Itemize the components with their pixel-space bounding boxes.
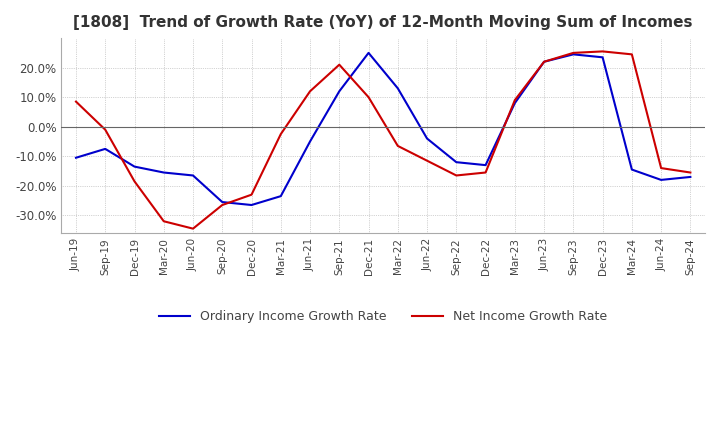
Ordinary Income Growth Rate (218, 199, 227, 205)
Net Income Growth Rate (569, 50, 577, 55)
Ordinary Income Growth Rate (423, 136, 431, 141)
Net Income Growth Rate (130, 179, 139, 184)
Ordinary Income Growth Rate (686, 174, 695, 180)
Ordinary Income Growth Rate (159, 170, 168, 175)
Legend: Ordinary Income Growth Rate, Net Income Growth Rate: Ordinary Income Growth Rate, Net Income … (154, 305, 612, 328)
Ordinary Income Growth Rate (481, 162, 490, 168)
Ordinary Income Growth Rate (452, 160, 461, 165)
Ordinary Income Growth Rate (394, 86, 402, 91)
Line: Net Income Growth Rate: Net Income Growth Rate (76, 51, 690, 229)
Net Income Growth Rate (159, 219, 168, 224)
Ordinary Income Growth Rate (101, 146, 109, 151)
Net Income Growth Rate (335, 62, 343, 67)
Ordinary Income Growth Rate (628, 167, 636, 172)
Ordinary Income Growth Rate (510, 100, 519, 106)
Title: [1808]  Trend of Growth Rate (YoY) of 12-Month Moving Sum of Incomes: [1808] Trend of Growth Rate (YoY) of 12-… (73, 15, 693, 30)
Ordinary Income Growth Rate (72, 155, 81, 161)
Net Income Growth Rate (540, 59, 549, 64)
Ordinary Income Growth Rate (130, 164, 139, 169)
Net Income Growth Rate (394, 143, 402, 149)
Ordinary Income Growth Rate (189, 173, 197, 178)
Net Income Growth Rate (101, 127, 109, 132)
Net Income Growth Rate (423, 158, 431, 163)
Net Income Growth Rate (247, 192, 256, 197)
Ordinary Income Growth Rate (335, 88, 343, 94)
Ordinary Income Growth Rate (569, 52, 577, 57)
Net Income Growth Rate (686, 170, 695, 175)
Net Income Growth Rate (598, 49, 607, 54)
Net Income Growth Rate (306, 88, 315, 94)
Net Income Growth Rate (276, 132, 285, 137)
Line: Ordinary Income Growth Rate: Ordinary Income Growth Rate (76, 53, 690, 205)
Net Income Growth Rate (72, 99, 81, 104)
Ordinary Income Growth Rate (657, 177, 665, 183)
Ordinary Income Growth Rate (364, 50, 373, 55)
Ordinary Income Growth Rate (540, 59, 549, 64)
Ordinary Income Growth Rate (276, 194, 285, 199)
Net Income Growth Rate (364, 95, 373, 100)
Ordinary Income Growth Rate (247, 202, 256, 208)
Net Income Growth Rate (481, 170, 490, 175)
Net Income Growth Rate (657, 165, 665, 171)
Ordinary Income Growth Rate (598, 55, 607, 60)
Ordinary Income Growth Rate (306, 139, 315, 144)
Net Income Growth Rate (452, 173, 461, 178)
Net Income Growth Rate (218, 202, 227, 208)
Net Income Growth Rate (510, 98, 519, 103)
Net Income Growth Rate (189, 226, 197, 231)
Net Income Growth Rate (628, 52, 636, 57)
